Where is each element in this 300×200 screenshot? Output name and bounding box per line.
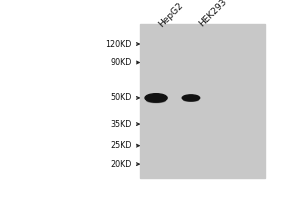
Ellipse shape [148,95,164,98]
Text: 50KD: 50KD [110,93,132,102]
Ellipse shape [185,96,197,98]
Ellipse shape [147,98,166,103]
Text: 90KD: 90KD [110,58,132,67]
Text: 20KD: 20KD [110,160,132,169]
Ellipse shape [184,98,198,101]
Text: 25KD: 25KD [110,141,132,150]
Ellipse shape [145,94,167,102]
Text: HEK293: HEK293 [197,0,228,29]
Text: 35KD: 35KD [110,120,132,129]
Text: 120KD: 120KD [105,40,132,49]
Bar [140,24,266,178]
Text: HepG2: HepG2 [157,1,185,29]
Ellipse shape [182,95,200,101]
